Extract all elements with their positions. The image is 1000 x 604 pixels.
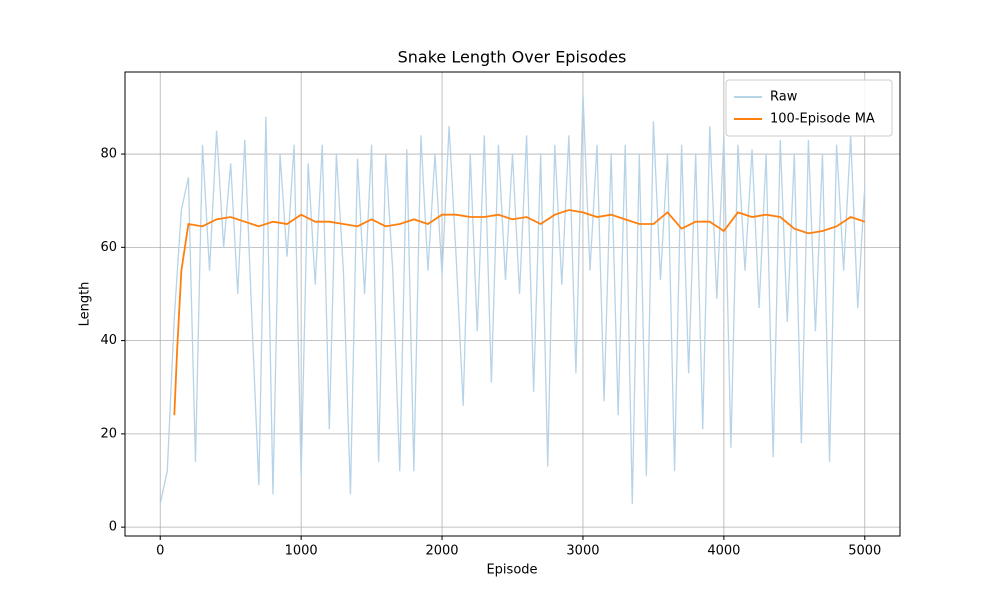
y-tick-label: 0 <box>109 520 117 535</box>
x-tick-label: 5000 <box>848 544 881 559</box>
y-tick-label: 80 <box>100 147 117 162</box>
line-series <box>159 93 866 504</box>
x-tick-label: 1000 <box>285 544 318 559</box>
x-tick-label: 4000 <box>707 544 740 559</box>
line-series <box>173 209 866 416</box>
x-tick-label: 0 <box>156 544 164 559</box>
legend-box <box>725 79 893 137</box>
y-tick-label: 20 <box>100 426 117 441</box>
y-tick-label: 60 <box>100 240 117 255</box>
y-tick-label: 40 <box>100 333 117 348</box>
x-tick-label: 3000 <box>566 544 599 559</box>
chart-title: Snake Length Over Episodes <box>398 48 627 67</box>
legend-label: Raw <box>770 90 798 105</box>
x-tick-label: 2000 <box>425 544 458 559</box>
y-axis-label: Length <box>78 282 93 327</box>
plot-frame <box>124 71 901 537</box>
x-axis-label: Episode <box>486 563 537 578</box>
legend-label: 100-Episode MA <box>770 112 875 127</box>
